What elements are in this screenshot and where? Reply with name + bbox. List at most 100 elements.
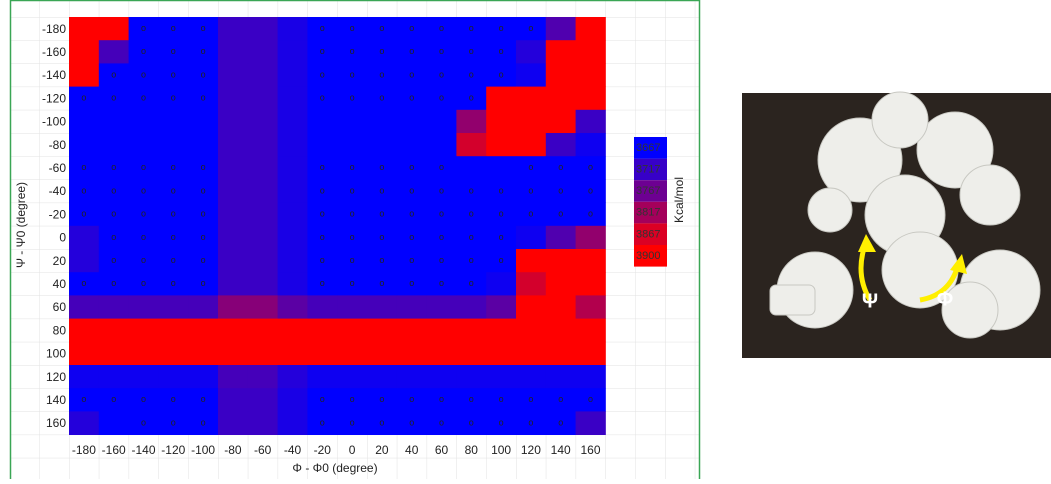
heat-cell xyxy=(218,133,249,157)
heat-cell xyxy=(98,86,129,111)
heat-cell xyxy=(98,388,129,412)
cell-marker: o xyxy=(141,162,146,172)
heat-cell xyxy=(545,388,576,412)
cell-marker: o xyxy=(528,162,533,172)
cell-marker: o xyxy=(439,394,444,404)
heat-cell xyxy=(367,388,398,412)
cell-marker: o xyxy=(499,232,504,242)
heat-cell xyxy=(307,40,338,64)
cell-marker: o xyxy=(469,209,474,219)
cell-marker: o xyxy=(528,23,533,33)
heat-cell xyxy=(575,318,606,343)
heat-cell xyxy=(426,388,457,412)
heat-cell xyxy=(486,156,517,180)
cell-marker: o xyxy=(379,93,384,103)
heat-cell xyxy=(456,365,487,389)
phi-label: Φ xyxy=(937,288,953,310)
cell-marker: o xyxy=(201,417,206,427)
cell-marker: o xyxy=(469,278,474,288)
heat-cell xyxy=(218,388,249,412)
cell-marker: o xyxy=(469,417,474,427)
heat-cell xyxy=(218,341,249,366)
heat-cell xyxy=(307,411,338,435)
heat-cell xyxy=(247,272,278,296)
heat-cell xyxy=(516,272,547,296)
heat-cell xyxy=(188,63,219,87)
heat-cell xyxy=(456,295,487,319)
heat-cell xyxy=(218,63,249,87)
cell-marker: o xyxy=(320,209,325,219)
heat-cell xyxy=(98,63,129,87)
heat-cell xyxy=(545,40,576,64)
heat-cell xyxy=(247,156,278,180)
heat-cell xyxy=(337,202,368,227)
cell-marker: o xyxy=(439,417,444,427)
heat-cell xyxy=(486,109,517,134)
cell-marker: o xyxy=(141,255,146,265)
heat-cell xyxy=(128,341,159,366)
heat-cell xyxy=(575,179,606,203)
heat-cell xyxy=(247,341,278,366)
colorbar-cell xyxy=(634,245,667,267)
heat-cell xyxy=(486,388,517,412)
heat-cell xyxy=(456,318,487,343)
heat-cell xyxy=(69,133,100,157)
heat-cell xyxy=(396,202,427,227)
cell-marker: o xyxy=(320,69,325,79)
heat-cell xyxy=(426,249,457,273)
heat-cell xyxy=(277,225,308,250)
heat-cell xyxy=(516,411,547,435)
heat-cell xyxy=(456,225,487,250)
heat-cell xyxy=(426,318,457,343)
heat-cell xyxy=(456,388,487,412)
cell-marker: o xyxy=(201,209,206,219)
heat-cell xyxy=(426,133,457,157)
heat-cell xyxy=(575,365,606,389)
cell-marker: o xyxy=(469,232,474,242)
heat-cell xyxy=(426,109,457,134)
cell-marker: o xyxy=(558,209,563,219)
heat-cell xyxy=(426,63,457,87)
heat-cell xyxy=(69,202,100,227)
heat-cell xyxy=(98,272,129,296)
cell-marker: o xyxy=(350,255,355,265)
heat-cell xyxy=(69,272,100,296)
heat-cell xyxy=(128,40,159,64)
heat-cell xyxy=(307,249,338,273)
heat-cell xyxy=(545,411,576,435)
x-tick-label: -160 xyxy=(102,443,126,457)
cell-marker: o xyxy=(469,93,474,103)
heat-cell xyxy=(69,388,100,412)
heat-cell xyxy=(128,156,159,180)
heat-cell xyxy=(69,156,100,180)
heat-cell xyxy=(158,411,189,435)
heat-cell xyxy=(158,295,189,319)
heat-cell xyxy=(367,63,398,87)
heat-cell xyxy=(188,365,219,389)
heat-cell xyxy=(337,411,368,435)
heat-cell xyxy=(337,341,368,366)
psi-label: Ψ xyxy=(862,290,878,312)
cell-marker: o xyxy=(141,209,146,219)
heat-cell xyxy=(486,365,517,389)
colorbar-label: 3667 xyxy=(636,142,660,154)
heat-cell xyxy=(128,411,159,435)
heat-cell xyxy=(69,86,100,111)
heat-cell xyxy=(337,179,368,203)
y-tick-label: 140 xyxy=(46,393,66,407)
heat-cell xyxy=(247,109,278,134)
cell-marker: o xyxy=(141,23,146,33)
cell-marker: o xyxy=(111,232,116,242)
cell-marker: o xyxy=(439,255,444,265)
heat-cell xyxy=(456,341,487,366)
cell-marker: o xyxy=(350,69,355,79)
x-tick-label: -140 xyxy=(131,443,155,457)
heat-cell xyxy=(69,63,100,87)
heat-cell xyxy=(69,40,100,64)
y-tick-label: 20 xyxy=(53,254,67,268)
cell-marker: o xyxy=(409,209,414,219)
heat-cell xyxy=(367,295,398,319)
heat-cell xyxy=(337,86,368,111)
heat-cell xyxy=(545,272,576,296)
cell-marker: o xyxy=(439,162,444,172)
